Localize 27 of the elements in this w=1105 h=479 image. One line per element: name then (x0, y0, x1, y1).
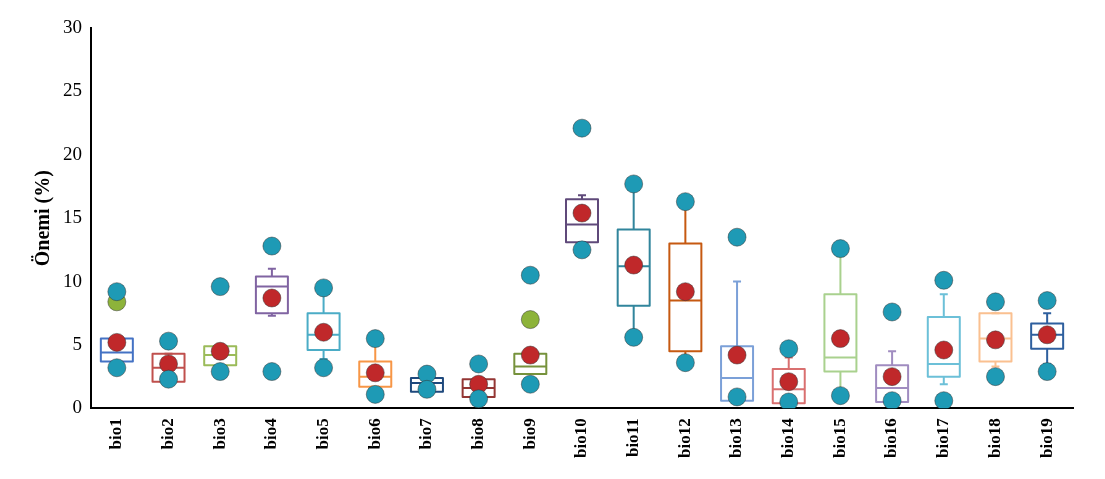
x-tick-label: bio12 (674, 418, 694, 459)
y-tick-label: 15 (63, 206, 82, 228)
y-tick-label: 10 (63, 269, 82, 291)
x-tick-label: bio3 (209, 418, 229, 450)
x-tick-label: bio8 (468, 418, 488, 450)
x-tick-label: bio5 (312, 418, 332, 450)
x-tick-label: bio11 (623, 418, 643, 458)
x-tick-label: bio15 (829, 418, 849, 459)
x-tick-label: bio19 (1036, 418, 1056, 459)
y-tick-label: 5 (72, 332, 82, 354)
x-tick-label: bio6 (364, 418, 384, 450)
x-tick-label: bio18 (984, 418, 1004, 459)
x-tick-label: bio2 (157, 418, 177, 450)
x-tick-label: bio16 (881, 418, 901, 459)
y-tick-label: 0 (72, 396, 82, 418)
x-tick-label: bio1 (106, 418, 126, 450)
x-tick-label: bio9 (519, 418, 539, 450)
x-tick-label: bio7 (416, 417, 436, 450)
y-tick-label: 30 (63, 15, 82, 37)
x-tick-label: bio10 (571, 418, 591, 459)
x-tick-label: bio17 (933, 417, 953, 459)
x-tick-label: bio14 (778, 417, 798, 459)
x-tick-label: bio4 (261, 417, 281, 450)
x-tick-label: bio13 (726, 418, 746, 459)
y-tick-label: 25 (63, 79, 82, 101)
y-tick-label: 20 (63, 142, 82, 164)
y-axis-title: Önemi (%) (31, 170, 55, 267)
